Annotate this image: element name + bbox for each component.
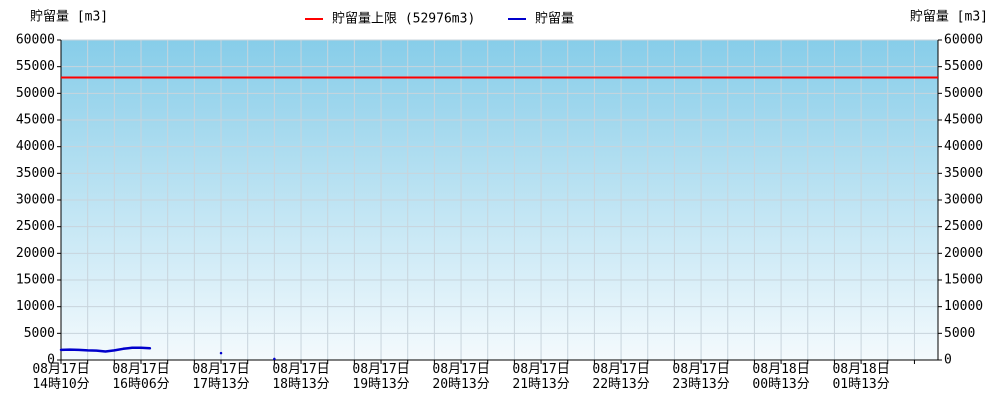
series-line xyxy=(59,346,276,361)
y2-tick-label: 30000 xyxy=(944,193,983,208)
y2-tick-label: 60000 xyxy=(944,33,983,48)
y-tick-label: 15000 xyxy=(16,273,55,288)
x-tick-label: 08月17日 14時10分 xyxy=(32,362,90,392)
legend-label: 貯留量 xyxy=(535,12,574,27)
y-tick-label: 30000 xyxy=(16,193,55,208)
y-tick-label: 35000 xyxy=(16,166,55,181)
x-tick-label: 08月17日 20時13分 xyxy=(432,362,490,392)
x-tick-label: 08月18日 01時13分 xyxy=(832,362,890,392)
y2-tick-label: 45000 xyxy=(944,113,983,128)
y-tick-label: 40000 xyxy=(16,139,55,154)
y-tick-label: 25000 xyxy=(16,219,55,234)
y-tick-label: 10000 xyxy=(16,299,55,314)
y2-tick-label: 40000 xyxy=(944,139,983,154)
y2-tick-label: 50000 xyxy=(944,86,983,101)
y-tick-label: 20000 xyxy=(16,246,55,261)
y-tick-label: 45000 xyxy=(16,113,55,128)
y2-tick-label: 15000 xyxy=(944,273,983,288)
x-tick-label: 08月17日 19時13分 xyxy=(352,362,410,392)
x-tick-label: 08月17日 22時13分 xyxy=(592,362,650,392)
x-tick-label: 08月17日 17時13分 xyxy=(192,362,250,392)
y-tick-label: 0 xyxy=(47,353,55,368)
y2-tick-label: 20000 xyxy=(944,246,983,261)
y2-axis-title: 貯留量 [m3] xyxy=(910,10,988,25)
y-tick-label: 60000 xyxy=(16,33,55,48)
x-tick-label: 08月17日 23時13分 xyxy=(672,362,730,392)
y2-tick-label: 55000 xyxy=(944,59,983,74)
legend-label: 貯留量上限 (52976m3) xyxy=(332,12,475,27)
y2-tick-label: 35000 xyxy=(944,166,983,181)
y2-tick-label: 25000 xyxy=(944,219,983,234)
y2-tick-label: 5000 xyxy=(944,326,975,341)
y2-tick-label: 10000 xyxy=(944,299,983,314)
x-tick-label: 08月17日 18時13分 xyxy=(272,362,330,392)
y-tick-label: 50000 xyxy=(16,86,55,101)
y-tick-label: 5000 xyxy=(24,326,55,341)
x-tick-label: 08月17日 16時06分 xyxy=(112,362,170,392)
x-tick-label: 08月18日 00時13分 xyxy=(752,362,810,392)
y-tick-label: 55000 xyxy=(16,59,55,74)
y2-tick-label: 0 xyxy=(944,353,952,368)
y-axis-title: 貯留量 [m3] xyxy=(30,10,108,25)
x-tick-label: 08月17日 21時13分 xyxy=(512,362,570,392)
